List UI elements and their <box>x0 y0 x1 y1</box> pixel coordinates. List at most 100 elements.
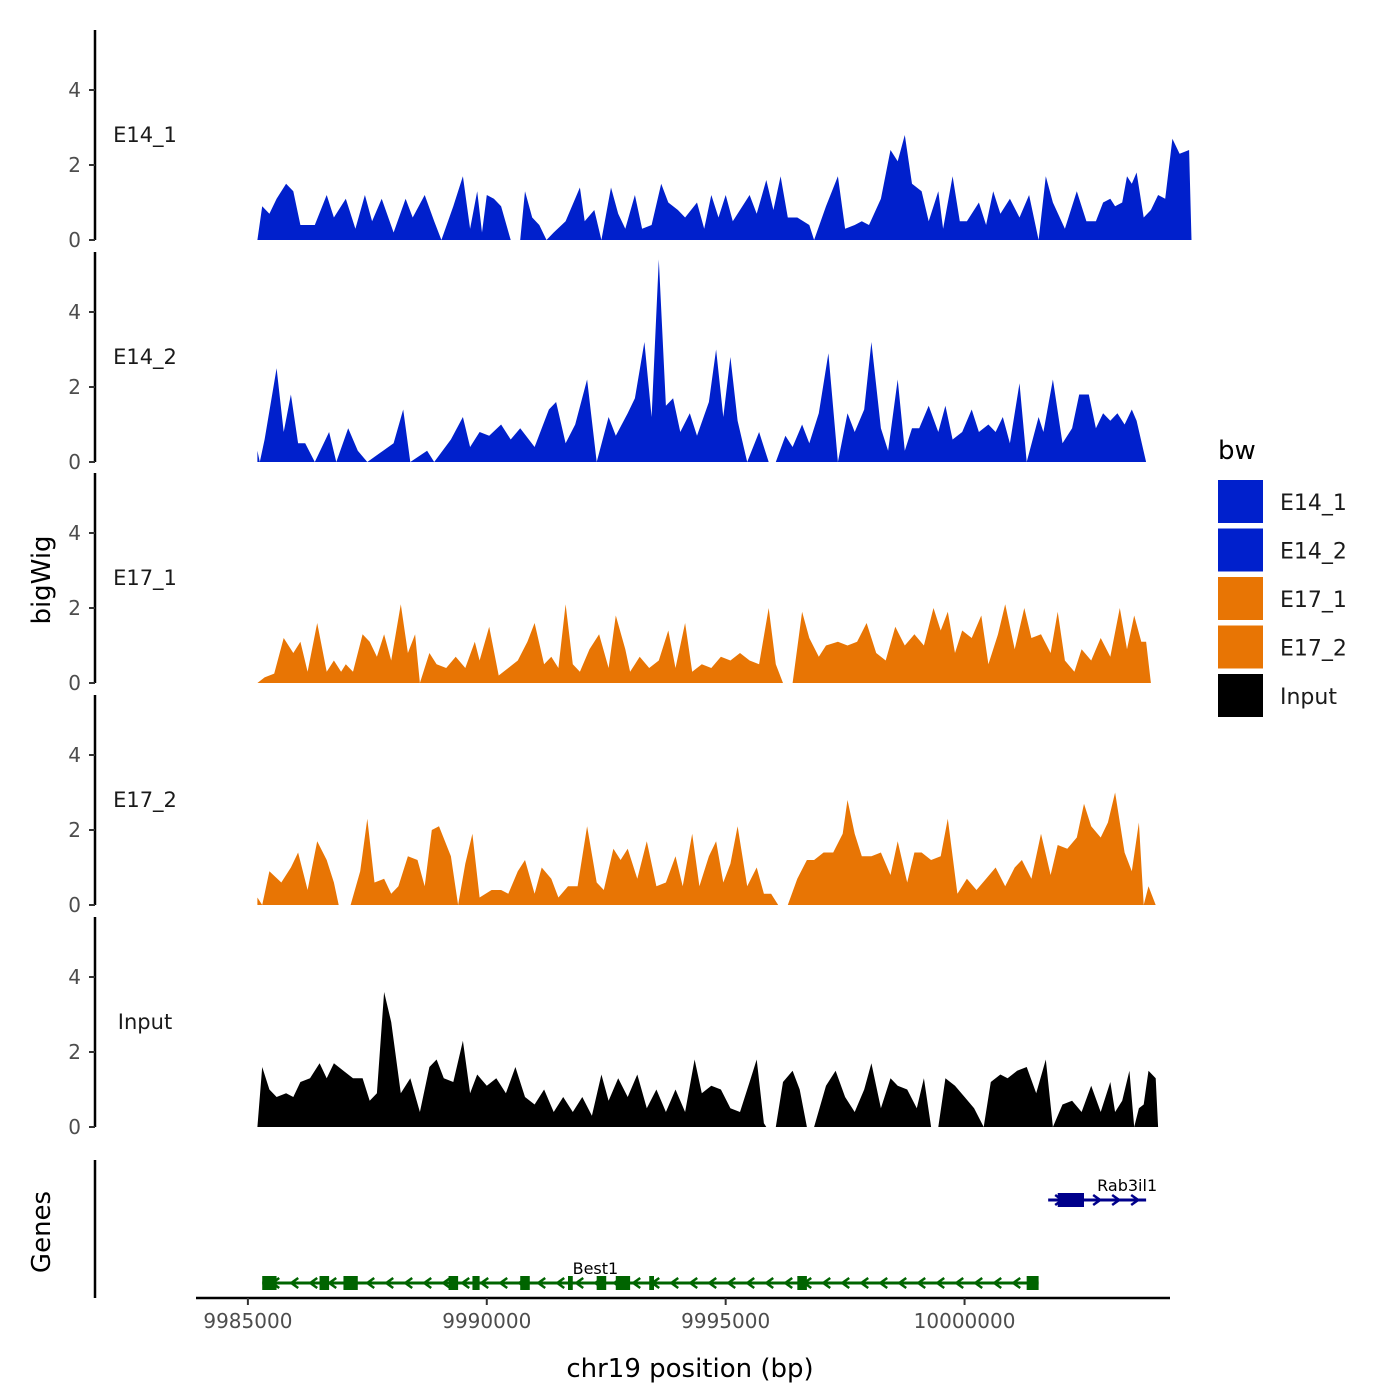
strand-arrow <box>365 1276 375 1290</box>
strand-arrow <box>327 1276 337 1290</box>
legend-title: bw <box>1218 436 1256 466</box>
y-tick-label: 0 <box>68 671 81 695</box>
strand-arrow <box>935 1276 945 1290</box>
exon <box>448 1276 459 1290</box>
strand-arrow <box>688 1276 698 1290</box>
legend-swatch-E17_2 <box>1218 625 1263 669</box>
exon <box>343 1276 358 1290</box>
exon <box>615 1276 631 1290</box>
legend-swatch-E14_2 <box>1218 528 1263 572</box>
x-tick-label: 9995000 <box>681 1309 770 1333</box>
x-tick-label: 10000000 <box>914 1309 1016 1333</box>
y-tick-label: 4 <box>68 78 81 102</box>
exon <box>472 1276 480 1290</box>
track-label-E17_2: E17_2 <box>113 788 177 813</box>
gene-Best1: Best1 <box>262 1259 1039 1290</box>
legend-swatch-Input <box>1218 674 1263 717</box>
exon <box>649 1276 654 1290</box>
legend-label-E17_1: E17_1 <box>1280 588 1347 613</box>
strand-arrow <box>441 1276 451 1290</box>
strand-arrow <box>992 1276 1002 1290</box>
strand-arrow <box>745 1276 755 1290</box>
strand-arrow <box>821 1276 831 1290</box>
strand-arrow <box>707 1276 717 1290</box>
legend: bw E14_1 E14_2 E17_1 E17_2 Input <box>1218 436 1347 717</box>
y-tick-label: 0 <box>68 893 81 917</box>
y-tick-label: 4 <box>68 965 81 989</box>
track-label-E17_1: E17_1 <box>113 566 177 591</box>
legend-swatch-E14_1 <box>1218 480 1263 523</box>
y-tick-label: 2 <box>68 375 81 399</box>
gene-label-Best1: Best1 <box>573 1259 619 1278</box>
strand-arrow <box>897 1276 907 1290</box>
strand-arrow <box>1092 1193 1103 1207</box>
strand-arrow <box>840 1276 850 1290</box>
gene-label-Rab3il1: Rab3il1 <box>1097 1176 1157 1195</box>
strand-arrow <box>1111 1193 1122 1207</box>
track-label-E14_1: E14_1 <box>113 123 177 148</box>
y-tick-label: 2 <box>68 818 81 842</box>
x-tick-label: 9985000 <box>203 1309 292 1333</box>
x-axis: 9985000 9990000 9995000 10000000 <box>196 1296 1170 1333</box>
exon <box>1057 1193 1084 1207</box>
legend-swatch-E17_1 <box>1218 577 1263 620</box>
strand-arrow <box>555 1276 565 1290</box>
strand-arrow <box>916 1276 926 1290</box>
strand-arrow <box>859 1276 869 1290</box>
signal-area-Input <box>257 992 1159 1127</box>
track-panel-E17_1: 0 2 4 E17_1 <box>68 473 1151 695</box>
strand-arrow <box>1011 1276 1021 1290</box>
y-tick-label: 4 <box>68 743 81 767</box>
gene-Rab3il1: Rab3il1 <box>1048 1176 1157 1207</box>
strand-arrow <box>536 1276 546 1290</box>
y-tick-label: 0 <box>68 228 81 252</box>
signal-area-E14_1 <box>257 135 1192 240</box>
track-label-Input: Input <box>118 1010 172 1034</box>
exon <box>262 1276 277 1290</box>
strand-arrow <box>403 1276 413 1290</box>
legend-label-E14_2: E14_2 <box>1280 540 1347 565</box>
strand-arrow <box>783 1276 793 1290</box>
y-tick-label: 0 <box>68 450 81 474</box>
exon <box>520 1276 530 1290</box>
strand-arrow <box>631 1276 641 1290</box>
strand-arrow <box>954 1276 964 1290</box>
exon <box>319 1276 330 1290</box>
strand-arrow <box>973 1276 983 1290</box>
genes-axis-title: Genes <box>27 1191 57 1273</box>
exon <box>797 1276 807 1290</box>
y-tick-label: 2 <box>68 1040 81 1064</box>
strand-arrow <box>422 1276 432 1290</box>
strand-arrow <box>479 1276 489 1290</box>
exon <box>596 1276 607 1290</box>
signal-panels: 0 2 4 E14_1 0 2 4 E14_2 0 2 4 E17_1 0 2 4 E17_2 0 2 4 Input <box>68 30 1192 1139</box>
exon <box>1026 1276 1039 1290</box>
signal-area-E17_1 <box>257 604 1151 683</box>
strand-arrow <box>384 1276 394 1290</box>
y-tick-label: 2 <box>68 153 81 177</box>
exon <box>568 1276 573 1290</box>
track-panel-E14_2: 0 2 4 E14_2 <box>68 252 1147 474</box>
strand-arrow <box>878 1276 888 1290</box>
strand-arrow <box>289 1276 299 1290</box>
track-panel-E14_1: 0 2 4 E14_1 <box>68 30 1192 252</box>
legend-label-E14_1: E14_1 <box>1280 491 1347 516</box>
strand-arrow <box>669 1276 679 1290</box>
y-tick-label: 2 <box>68 596 81 620</box>
track-label-E14_2: E14_2 <box>113 345 177 370</box>
y-axis-title: bigWig <box>27 535 57 624</box>
strand-arrow <box>764 1276 774 1290</box>
signal-area-E17_2 <box>257 792 1156 905</box>
y-tick-label: 4 <box>68 521 81 545</box>
strand-arrow <box>574 1276 584 1290</box>
y-tick-label: 4 <box>68 300 81 324</box>
legend-label-E17_2: E17_2 <box>1280 637 1347 662</box>
strand-arrow <box>726 1276 736 1290</box>
x-tick-label: 9990000 <box>442 1309 531 1333</box>
genes-panel: Best1 Rab3il1 <box>93 1160 1157 1298</box>
legend-label-Input: Input <box>1280 685 1337 710</box>
signal-area-E14_2 <box>257 259 1147 462</box>
strand-arrow <box>1130 1193 1141 1207</box>
strand-arrow <box>308 1276 318 1290</box>
